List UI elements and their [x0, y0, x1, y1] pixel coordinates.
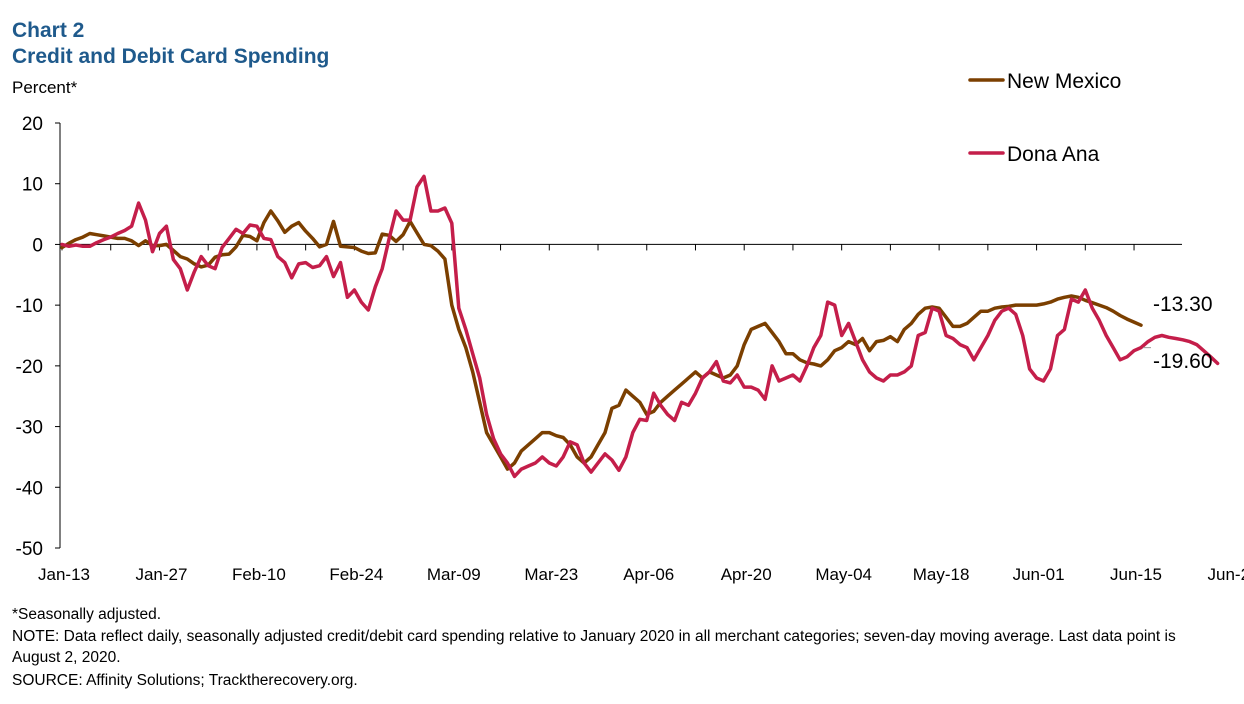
x-tick-label: Jun-29: [1208, 565, 1244, 584]
legend-label-dona-ana: Dona Ana: [1007, 143, 1100, 166]
seasonal-footnote: *Seasonally adjusted.: [12, 606, 162, 623]
x-tick-label: Apr-20: [721, 565, 772, 584]
y-tick-label: 0: [32, 235, 43, 256]
y-tick-label: 10: [22, 175, 43, 196]
x-tick-label: Mar-09: [427, 565, 481, 584]
series-line-dona-ana: [60, 174, 1220, 479]
x-tick-label: Feb-10: [232, 565, 286, 584]
x-tick-label: Feb-24: [329, 565, 383, 584]
x-tick-label: Jan-13: [38, 565, 90, 584]
x-tick-label: May-04: [815, 565, 872, 584]
y-tick-label: -40: [16, 478, 43, 499]
x-tick-label: May-18: [913, 565, 970, 584]
series-line-new-mexico: [60, 209, 1143, 471]
x-tick-label: Jun-01: [1013, 565, 1065, 584]
legend-label-new-mexico: New Mexico: [1007, 70, 1121, 93]
y-tick-label: 20: [22, 114, 43, 135]
note-footnote: NOTE: Data reflect daily, seasonally adj…: [12, 628, 1176, 666]
x-tick-label: Mar-23: [524, 565, 578, 584]
end-value-label: -13.30: [1153, 293, 1213, 316]
y-tick-label: -10: [16, 296, 43, 317]
y-axis-unit-label: Percent*: [12, 78, 78, 97]
x-tick-label: Jan-27: [135, 565, 187, 584]
y-tick-label: -30: [16, 418, 43, 439]
source-footnote: SOURCE: Affinity Solutions; Trackthereco…: [12, 672, 358, 689]
chart-title: Credit and Debit Card Spending: [12, 45, 330, 68]
x-tick-label: Jun-15: [1110, 565, 1162, 584]
end-value-label: -19.60: [1153, 350, 1213, 373]
x-tick-label: Apr-06: [623, 565, 674, 584]
chart-number: Chart 2: [12, 19, 85, 42]
y-tick-label: -50: [16, 539, 43, 560]
y-tick-label: -20: [16, 357, 43, 378]
line-chart: 20 10 0 -10 -20 -30 -40 -50 Jan-13 Jan-27 Feb-10 Fe…: [16, 70, 1244, 584]
